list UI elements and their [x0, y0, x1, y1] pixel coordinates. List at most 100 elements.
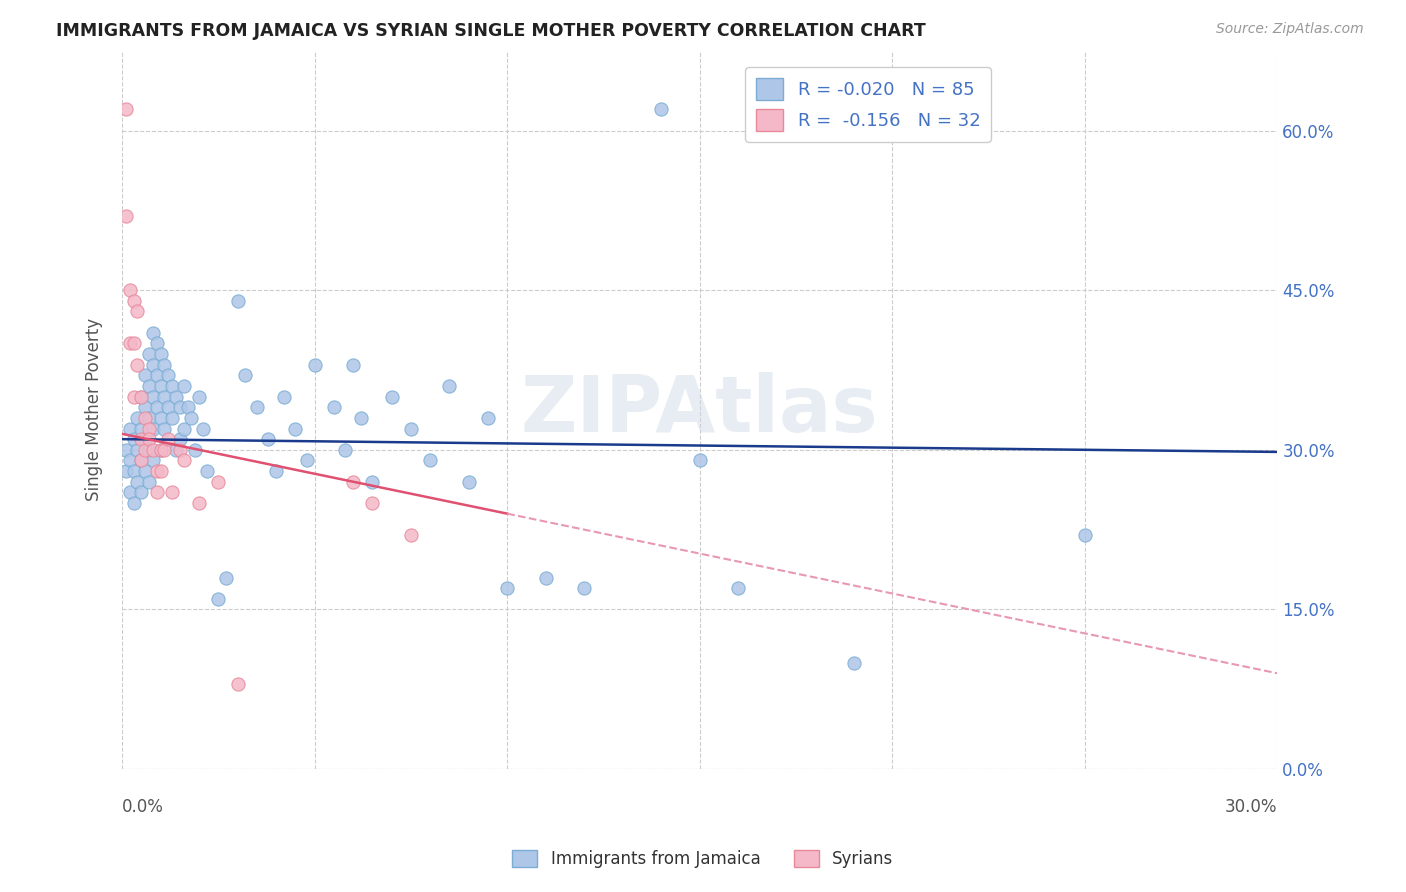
- Point: [138, 347, 160, 361]
- Point: [157, 401, 180, 415]
- Point: [180, 410, 202, 425]
- Point: [149, 442, 172, 457]
- Point: [122, 336, 145, 351]
- Point: [131, 453, 153, 467]
- Point: [650, 102, 672, 116]
- Point: [184, 442, 207, 457]
- Point: [226, 293, 249, 308]
- Point: [191, 421, 214, 435]
- Point: [118, 421, 141, 435]
- Point: [122, 464, 145, 478]
- Point: [134, 432, 156, 446]
- Point: [142, 442, 165, 457]
- Y-axis label: Single Mother Poverty: Single Mother Poverty: [86, 318, 103, 501]
- Point: [153, 358, 176, 372]
- Point: [153, 421, 176, 435]
- Point: [134, 464, 156, 478]
- Point: [361, 475, 384, 489]
- Point: [246, 401, 269, 415]
- Point: [157, 368, 180, 383]
- Point: [131, 432, 153, 446]
- Point: [361, 496, 384, 510]
- Point: [122, 432, 145, 446]
- Point: [419, 453, 441, 467]
- Point: [284, 421, 307, 435]
- Point: [160, 379, 183, 393]
- Text: Source: ZipAtlas.com: Source: ZipAtlas.com: [1216, 22, 1364, 37]
- Legend: Immigrants from Jamaica, Syrians: Immigrants from Jamaica, Syrians: [506, 843, 900, 875]
- Text: 0.0%: 0.0%: [122, 797, 165, 816]
- Point: [142, 421, 165, 435]
- Point: [173, 379, 195, 393]
- Point: [145, 401, 167, 415]
- Point: [322, 401, 344, 415]
- Point: [138, 442, 160, 457]
- Point: [122, 390, 145, 404]
- Point: [273, 390, 295, 404]
- Point: [127, 410, 149, 425]
- Point: [399, 421, 422, 435]
- Point: [342, 475, 364, 489]
- Point: [165, 390, 187, 404]
- Point: [131, 421, 153, 435]
- Point: [727, 581, 749, 595]
- Point: [157, 432, 180, 446]
- Point: [496, 581, 519, 595]
- Point: [350, 410, 373, 425]
- Point: [115, 209, 138, 223]
- Point: [381, 390, 404, 404]
- Point: [689, 453, 711, 467]
- Point: [138, 410, 160, 425]
- Point: [153, 390, 176, 404]
- Point: [399, 528, 422, 542]
- Point: [115, 102, 138, 116]
- Text: ZIPAtlas: ZIPAtlas: [520, 372, 879, 448]
- Point: [842, 656, 865, 670]
- Point: [257, 432, 280, 446]
- Point: [118, 453, 141, 467]
- Point: [169, 432, 191, 446]
- Point: [342, 358, 364, 372]
- Point: [142, 453, 165, 467]
- Point: [134, 368, 156, 383]
- Point: [122, 496, 145, 510]
- Point: [138, 379, 160, 393]
- Text: IMMIGRANTS FROM JAMAICA VS SYRIAN SINGLE MOTHER POVERTY CORRELATION CHART: IMMIGRANTS FROM JAMAICA VS SYRIAN SINGLE…: [56, 22, 927, 40]
- Point: [173, 421, 195, 435]
- Point: [118, 485, 141, 500]
- Point: [149, 464, 172, 478]
- Point: [295, 453, 318, 467]
- Point: [142, 358, 165, 372]
- Point: [188, 496, 211, 510]
- Point: [195, 464, 218, 478]
- Point: [134, 442, 156, 457]
- Point: [534, 570, 557, 584]
- Point: [264, 464, 287, 478]
- Point: [439, 379, 461, 393]
- Point: [134, 410, 156, 425]
- Point: [477, 410, 499, 425]
- Point: [304, 358, 326, 372]
- Point: [131, 485, 153, 500]
- Point: [335, 442, 357, 457]
- Point: [169, 401, 191, 415]
- Point: [149, 410, 172, 425]
- Point: [142, 326, 165, 340]
- Point: [138, 432, 160, 446]
- Point: [233, 368, 256, 383]
- Point: [149, 347, 172, 361]
- Point: [118, 336, 141, 351]
- Point: [138, 421, 160, 435]
- Point: [572, 581, 595, 595]
- Point: [145, 368, 167, 383]
- Point: [122, 293, 145, 308]
- Point: [160, 485, 183, 500]
- Point: [127, 475, 149, 489]
- Point: [138, 475, 160, 489]
- Point: [131, 453, 153, 467]
- Legend: R = -0.020   N = 85, R =  -0.156   N = 32: R = -0.020 N = 85, R = -0.156 N = 32: [745, 67, 991, 142]
- Point: [127, 358, 149, 372]
- Text: 30.0%: 30.0%: [1225, 797, 1278, 816]
- Point: [149, 379, 172, 393]
- Point: [165, 442, 187, 457]
